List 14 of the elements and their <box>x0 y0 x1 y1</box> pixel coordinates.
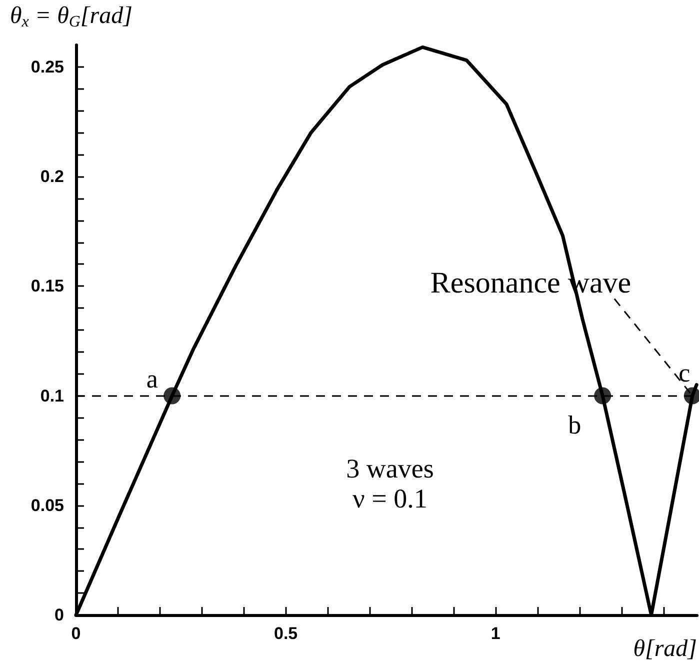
annotation: b <box>568 410 582 440</box>
y-tick-label: 0.05 <box>30 496 64 515</box>
x-tick-label: 0 <box>71 624 81 643</box>
x-tick-label: 0.5 <box>274 624 298 643</box>
annotation: c <box>678 358 690 388</box>
y-tick-label: 0 <box>54 606 64 624</box>
y-tick-label: 0.15 <box>30 276 64 296</box>
y-tick-label: 0.2 <box>40 167 64 186</box>
annotation: 3 waves ν = 0.1 <box>346 454 434 514</box>
x-tick-label: 1 <box>490 624 500 643</box>
y-tick-label: 0.25 <box>30 57 64 76</box>
x-axis-title: θ[rad] <box>633 636 698 662</box>
annotation: a <box>146 364 158 394</box>
y-tick-label: 0.1 <box>40 386 64 406</box>
